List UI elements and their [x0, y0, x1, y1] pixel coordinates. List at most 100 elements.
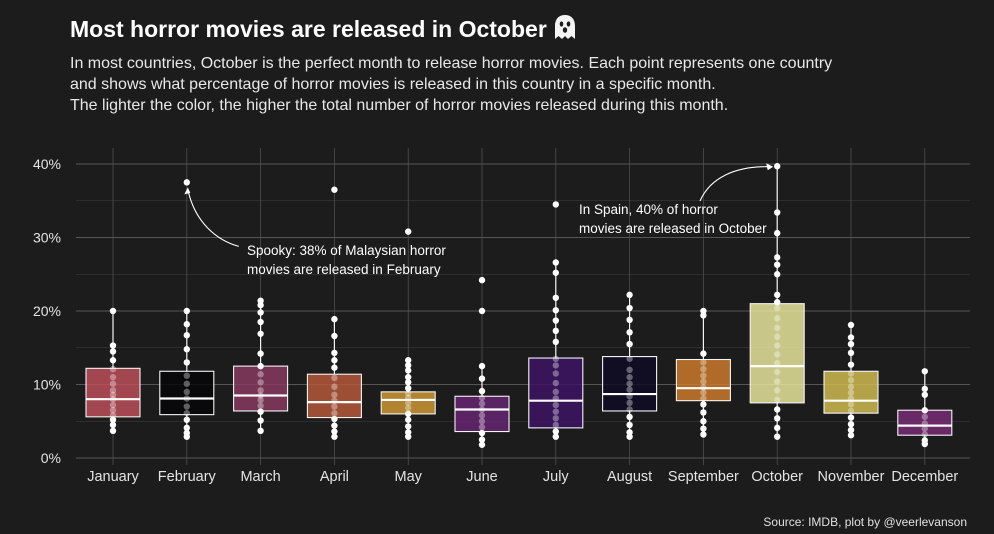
annotation-arrowhead	[766, 163, 774, 171]
data-point	[331, 332, 338, 340]
data-point	[257, 402, 264, 410]
data-point	[700, 431, 707, 438]
annotation-text: Spooky: 38% of Malaysian horror	[247, 243, 446, 258]
data-point	[847, 383, 855, 390]
annotation-text: movies are released in February	[247, 262, 441, 277]
data-point	[552, 408, 559, 415]
box-december	[897, 409, 953, 436]
data-point	[405, 362, 412, 369]
data-point	[700, 378, 707, 385]
data-point	[774, 406, 781, 413]
data-point	[257, 387, 264, 394]
data-point	[774, 315, 781, 322]
data-point	[921, 391, 928, 398]
data-point	[257, 408, 264, 415]
data-point	[109, 407, 117, 414]
data-point	[257, 392, 264, 399]
data-point	[626, 366, 633, 373]
y-tick-label: 30%	[33, 230, 61, 246]
data-point	[774, 351, 781, 358]
data-point	[626, 373, 633, 381]
data-point	[847, 401, 855, 408]
data-point	[921, 368, 928, 375]
data-point	[921, 420, 928, 427]
data-point	[405, 367, 412, 374]
annotation-arrow	[699, 166, 770, 202]
data-point	[257, 309, 264, 316]
data-point	[257, 350, 264, 357]
data-point	[405, 357, 412, 364]
data-point	[478, 418, 486, 425]
data-point	[257, 362, 264, 370]
data-point	[109, 380, 117, 387]
data-point	[183, 321, 190, 328]
data-point	[774, 304, 781, 312]
data-point	[257, 371, 264, 378]
data-point	[552, 370, 559, 377]
data-point	[478, 406, 486, 413]
data-point	[774, 424, 781, 432]
x-tick-label: October	[751, 469, 803, 485]
data-point	[183, 346, 190, 353]
data-point	[257, 427, 264, 435]
data-point	[109, 348, 117, 355]
data-point	[700, 418, 707, 425]
data-point	[405, 423, 412, 430]
data-point	[183, 409, 190, 417]
data-point	[552, 379, 559, 387]
data-point	[847, 420, 855, 428]
data-point	[847, 361, 855, 368]
data-point	[257, 301, 264, 309]
data-point	[331, 433, 338, 440]
data-point	[847, 395, 855, 402]
data-point	[847, 340, 855, 348]
data-point	[847, 376, 855, 384]
data-point	[331, 415, 338, 423]
data-point	[700, 425, 707, 432]
data-point	[774, 291, 781, 299]
data-point	[405, 379, 412, 386]
data-point	[183, 380, 190, 387]
ghost-icon	[553, 14, 577, 46]
data-point	[847, 370, 855, 377]
data-point	[626, 355, 633, 362]
data-point	[847, 349, 855, 357]
data-point	[626, 393, 633, 400]
data-point	[331, 422, 338, 429]
data-point	[331, 409, 338, 417]
data-point	[774, 298, 781, 306]
data-point	[552, 307, 559, 314]
data-point	[626, 413, 633, 421]
data-point	[405, 433, 412, 440]
data-point	[847, 334, 855, 341]
data-point	[626, 406, 633, 413]
data-point	[921, 437, 928, 444]
data-point	[405, 399, 412, 407]
data-point	[109, 357, 117, 364]
annotation-arrow	[187, 189, 239, 247]
data-point	[552, 433, 559, 440]
data-point	[183, 332, 190, 339]
data-point	[700, 395, 707, 402]
data-point	[774, 342, 781, 349]
annotation-arrowhead	[184, 187, 191, 195]
data-point	[552, 294, 559, 301]
data-point	[626, 316, 633, 324]
data-point	[331, 374, 338, 382]
subtitle-line: and shows what percentage of horror movi…	[70, 76, 716, 93]
data-point	[183, 424, 190, 432]
data-point	[774, 324, 781, 332]
data-point	[921, 407, 928, 414]
data-point	[478, 387, 486, 395]
y-tick-label: 20%	[33, 303, 61, 319]
data-point	[626, 340, 633, 348]
data-point	[109, 421, 117, 429]
data-point	[257, 318, 264, 326]
box-october	[749, 303, 805, 404]
data-point	[847, 414, 855, 421]
data-point	[109, 401, 117, 409]
data-point	[921, 431, 928, 438]
subtitle-line: The lighter the color, the higher the to…	[70, 97, 729, 114]
data-point	[183, 179, 190, 186]
data-point	[478, 423, 486, 431]
